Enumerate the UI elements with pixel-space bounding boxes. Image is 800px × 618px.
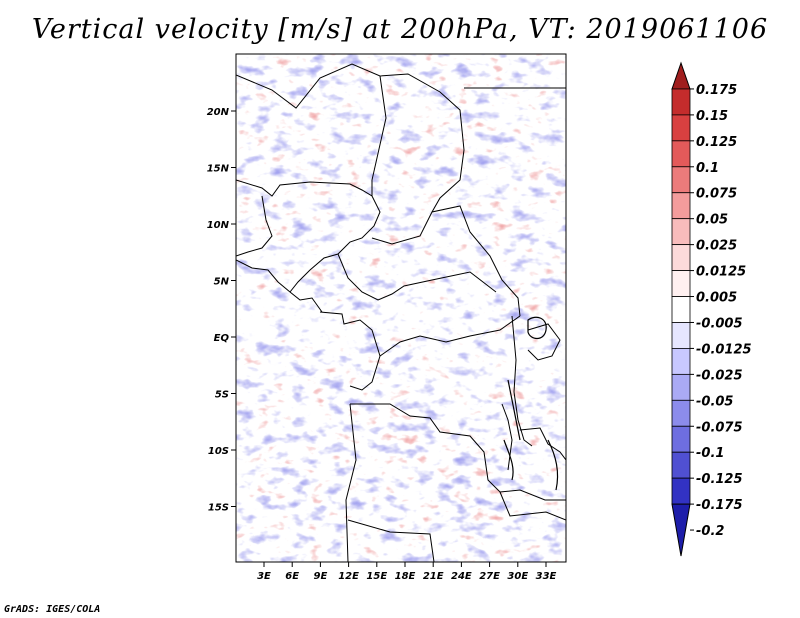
lat-tick-label: EQ (214, 333, 230, 344)
lat-tick-label: 20N (207, 107, 230, 118)
lat-tick-label: 10N (207, 220, 230, 231)
colorbar-bin (671, 218, 691, 246)
colorbar-level-label: 0.1 (696, 161, 719, 176)
colorbar-bin (671, 166, 691, 194)
colorbar-level-label: 0.05 (696, 213, 728, 228)
lat-tick-label: 5N (214, 277, 230, 288)
lon-tick-label: 33E (536, 571, 557, 582)
colorbar-level-label: 0.15 (696, 109, 728, 124)
plot-area (236, 54, 566, 562)
colorbar-level-label: -0.2 (696, 524, 724, 539)
colorbar-level-label: -0.125 (696, 472, 743, 487)
plot-frame (235, 53, 567, 563)
colorbar-top-arrow (671, 61, 691, 90)
lat-tick-label: 10S (208, 446, 229, 457)
colorbar-level-label: 0.005 (696, 291, 737, 306)
lon-tick-label: 15E (366, 571, 387, 582)
colorbar-level-label: -0.025 (696, 368, 743, 383)
colorbar-bin (671, 140, 691, 168)
lon-tick-label: 12E (338, 571, 359, 582)
colorbar-level-label: -0.0125 (696, 342, 752, 357)
colorbar: 0.175 0.15 0.125 0.1 0.075 0.05 0.025 0.0125 0.0… (671, 61, 752, 557)
colorbar-level-label: 0.075 (696, 187, 737, 202)
lon-tick-label: 18E (395, 571, 416, 582)
colorbar-bin (671, 425, 691, 453)
colorbar-bin (671, 114, 691, 142)
colorbar-level-label: 0.0125 (696, 265, 746, 280)
colorbar-bin (671, 244, 691, 271)
colorbar-level-label: -0.1 (696, 446, 724, 461)
colorbar-level-label: -0.005 (696, 316, 743, 331)
colorbar-level-label: 0.125 (696, 135, 737, 150)
lat-tick-label: 15N (207, 164, 230, 175)
velocity-field (236, 54, 566, 562)
colorbar-bin (671, 477, 691, 505)
colorbar-level-label: -0.175 (696, 498, 743, 513)
colorbar-level-label: 0.025 (696, 239, 737, 254)
colorbar-bin (671, 373, 691, 401)
grads-credit: GrADS: IGES/COLA (4, 604, 101, 615)
colorbar-bin (671, 88, 691, 116)
longitude-axis: 3E 6E 9E 12E 15E 18E 21E 24E 27E 30E 33E (257, 562, 557, 582)
colorbar-bin (671, 296, 691, 323)
colorbar-bin (671, 399, 691, 427)
lakes (503, 316, 559, 491)
colorbar-bottom-arrow (671, 503, 691, 557)
colorbar-bin (671, 451, 691, 479)
colorbar-bin (671, 322, 691, 349)
country-borders (236, 63, 566, 562)
colorbar-level-label: -0.05 (696, 394, 733, 409)
lat-tick-label: 15S (208, 503, 229, 514)
lon-tick-label: 24E (451, 571, 472, 582)
colorbar-bin (671, 348, 691, 375)
lon-tick-label: 6E (285, 571, 299, 582)
colorbar-level-label: -0.075 (696, 420, 743, 435)
colorbar-bin (671, 192, 691, 220)
lon-tick-label: 9E (314, 571, 328, 582)
latitude-axis: 20N 15N 10N 5N EQ 5S 10S 15S (207, 107, 236, 514)
lon-tick-label: 30E (507, 571, 528, 582)
colorbar-bin (671, 270, 691, 297)
chart-title: Vertical velocity [m/s] at 200hPa, VT: 2… (31, 14, 769, 45)
lat-tick-label: 5S (215, 390, 229, 401)
lon-tick-label: 3E (257, 571, 271, 582)
lon-tick-label: 21E (423, 571, 444, 582)
colorbar-level-label: 0.175 (696, 83, 737, 98)
lon-tick-label: 27E (479, 571, 500, 582)
